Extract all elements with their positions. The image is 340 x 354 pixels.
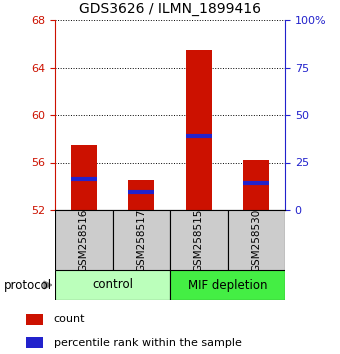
Text: protocol: protocol <box>3 279 52 291</box>
Text: control: control <box>92 279 133 291</box>
Text: percentile rank within the sample: percentile rank within the sample <box>54 337 242 348</box>
Bar <box>170 210 227 270</box>
Bar <box>227 210 285 270</box>
Text: GSM258516: GSM258516 <box>79 208 89 272</box>
Title: GDS3626 / ILMN_1899416: GDS3626 / ILMN_1899416 <box>79 2 261 16</box>
Text: count: count <box>54 314 85 325</box>
Bar <box>128 180 154 210</box>
Bar <box>113 210 170 270</box>
Bar <box>26 337 43 348</box>
Text: GSM258515: GSM258515 <box>194 208 204 272</box>
Bar <box>55 270 170 300</box>
Bar <box>186 50 212 210</box>
Text: GSM258530: GSM258530 <box>251 209 261 272</box>
Text: MIF depletion: MIF depletion <box>188 279 267 291</box>
Bar <box>55 210 113 270</box>
Bar <box>26 314 43 325</box>
Text: GSM258517: GSM258517 <box>136 208 146 272</box>
Bar <box>170 270 285 300</box>
Bar <box>243 160 269 210</box>
Bar <box>71 145 97 210</box>
